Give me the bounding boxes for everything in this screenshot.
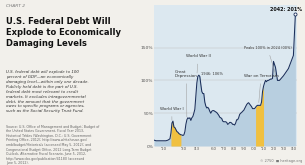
- Text: Peaks 100% in 2024 (00%): Peaks 100% in 2024 (00%): [244, 46, 291, 78]
- Text: 1946: 106%: 1946: 106%: [201, 72, 223, 76]
- Text: U.S. Federal Debt Will
Explode to Economically
Damaging Levels: U.S. Federal Debt Will Explode to Econom…: [6, 17, 121, 48]
- Text: Source: U.S. Office of Management and Budget; Budget of
the United States Govern: Source: U.S. Office of Management and Bu…: [6, 125, 99, 165]
- Text: World War I: World War I: [160, 107, 184, 120]
- Text: War on Terrorism: War on Terrorism: [244, 74, 278, 103]
- Text: U.S. federal debt will explode to 100
percent of GDP—an economically
damaging le: U.S. federal debt will explode to 100 pe…: [6, 70, 89, 113]
- Text: Great
Depression: Great Depression: [175, 69, 198, 117]
- Text: World War II: World War II: [186, 54, 211, 73]
- Text: © 2750  ■ heritage.org: © 2750 ■ heritage.org: [260, 159, 302, 163]
- Text: CHART 2: CHART 2: [6, 4, 25, 8]
- Text: 2042: 201%: 2042: 201%: [270, 6, 302, 12]
